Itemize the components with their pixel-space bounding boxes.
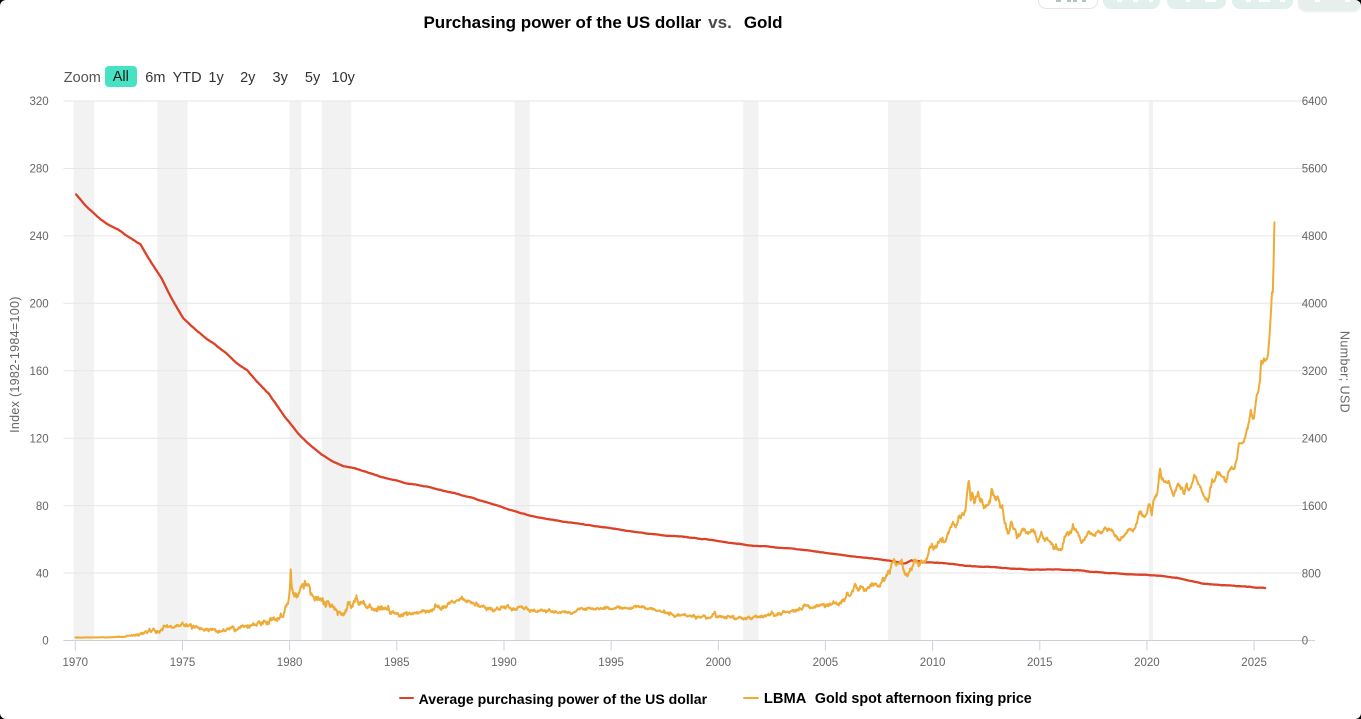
svg-text:800: 800 bbox=[1302, 568, 1321, 580]
svg-text:160: 160 bbox=[30, 366, 49, 378]
svg-text:200: 200 bbox=[30, 299, 49, 311]
svg-text:2000: 2000 bbox=[706, 657, 732, 669]
svg-text:Number; USD: Number; USD bbox=[1338, 331, 1352, 413]
svg-text:2015: 2015 bbox=[1027, 657, 1053, 669]
svg-text:1995: 1995 bbox=[598, 657, 624, 669]
svg-text:1980: 1980 bbox=[277, 657, 303, 669]
svg-text:0: 0 bbox=[1302, 636, 1308, 648]
svg-text:0: 0 bbox=[42, 636, 48, 648]
svg-text:1990: 1990 bbox=[491, 657, 517, 669]
svg-text:320: 320 bbox=[30, 96, 49, 108]
svg-text:2010: 2010 bbox=[920, 657, 946, 669]
svg-text:4800: 4800 bbox=[1302, 231, 1328, 243]
svg-text:80: 80 bbox=[36, 501, 49, 513]
svg-text:1985: 1985 bbox=[384, 657, 410, 669]
svg-text:3200: 3200 bbox=[1302, 366, 1328, 378]
svg-text:2025: 2025 bbox=[1241, 657, 1267, 669]
svg-text:1600: 1600 bbox=[1302, 501, 1328, 513]
svg-text:2020: 2020 bbox=[1134, 657, 1160, 669]
svg-text:2400: 2400 bbox=[1302, 433, 1328, 445]
svg-text:4000: 4000 bbox=[1302, 299, 1328, 311]
svg-text:120: 120 bbox=[30, 433, 49, 445]
svg-text:1975: 1975 bbox=[170, 657, 196, 669]
svg-text:1970: 1970 bbox=[63, 657, 89, 669]
svg-text:280: 280 bbox=[30, 164, 49, 176]
svg-text:6400: 6400 bbox=[1302, 96, 1328, 108]
svg-text:240: 240 bbox=[30, 231, 49, 243]
svg-text:40: 40 bbox=[36, 568, 49, 580]
svg-text:2005: 2005 bbox=[813, 657, 839, 669]
svg-text:Index (1982-1984=100): Index (1982-1984=100) bbox=[8, 296, 22, 433]
svg-text:5600: 5600 bbox=[1302, 164, 1328, 176]
